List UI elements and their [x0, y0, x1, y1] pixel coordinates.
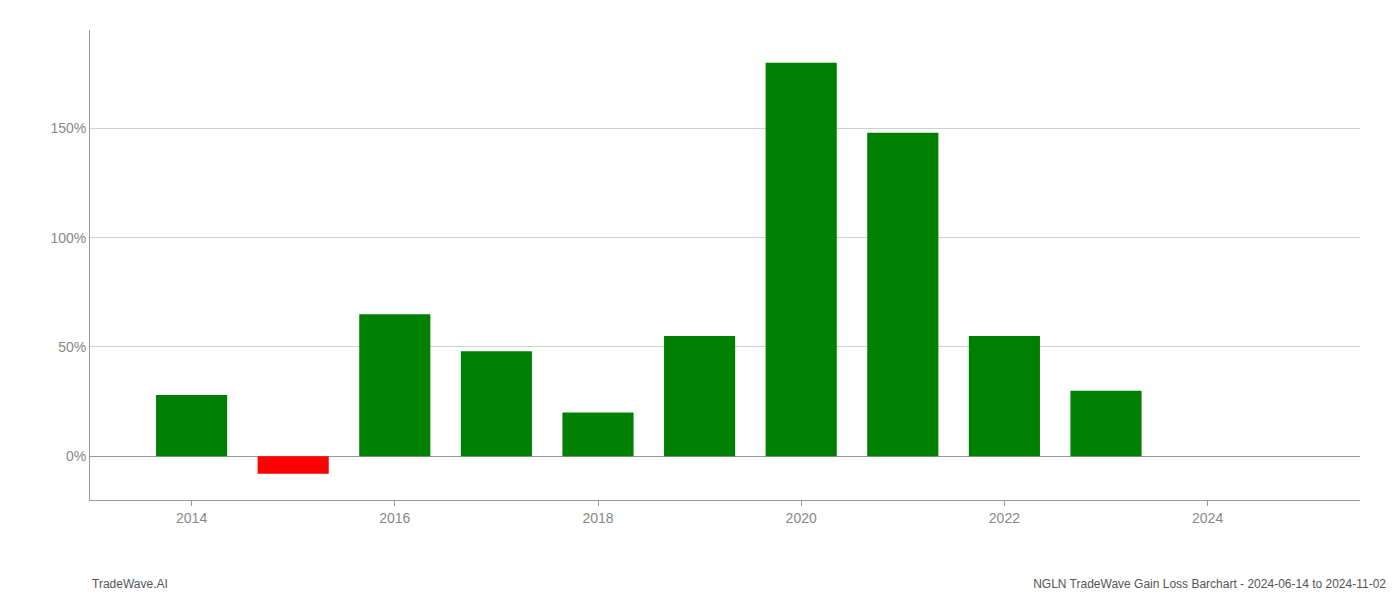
svg-text:50%: 50% [58, 339, 86, 355]
svg-text:150%: 150% [50, 120, 86, 136]
svg-text:NGLN TradeWave Gain Loss Barch: NGLN TradeWave Gain Loss Barchart - 2024… [1033, 577, 1386, 591]
svg-text:0%: 0% [66, 448, 86, 464]
svg-text:2014: 2014 [176, 510, 207, 526]
svg-text:100%: 100% [50, 230, 86, 246]
svg-text:2018: 2018 [582, 510, 613, 526]
svg-text:2024: 2024 [1192, 510, 1223, 526]
svg-text:2022: 2022 [989, 510, 1020, 526]
svg-text:2020: 2020 [786, 510, 817, 526]
svg-text:TradeWave.AI: TradeWave.AI [92, 577, 168, 591]
svg-text:2016: 2016 [379, 510, 410, 526]
